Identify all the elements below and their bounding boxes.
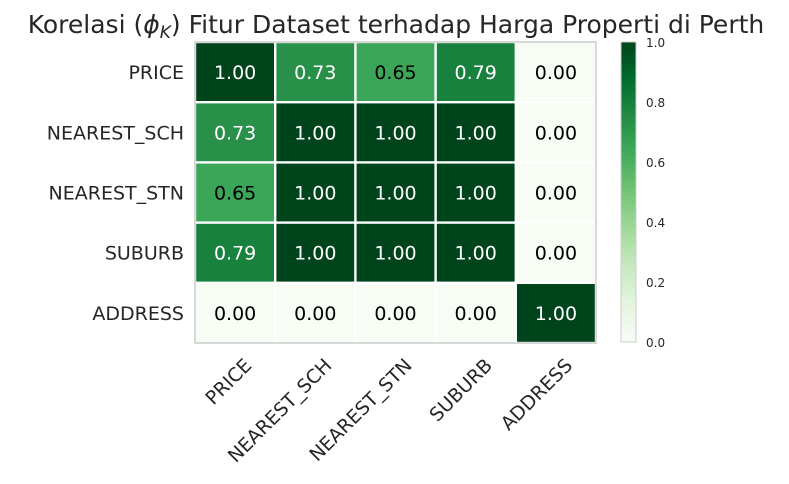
heatmap-cell	[517, 103, 595, 162]
cell-value-label: 0.00	[535, 243, 577, 265]
heatmap-cell	[517, 223, 595, 282]
row-tick-label: PRICE	[128, 62, 184, 84]
cell-value-label: 0.65	[214, 183, 256, 205]
colorbar-tick-label: 0.2	[646, 276, 665, 290]
heatmap-cell	[436, 163, 515, 222]
heatmap-cell	[276, 43, 355, 101]
cell-value-label: 0.79	[214, 243, 256, 265]
cell-value-label: 0.00	[294, 303, 336, 325]
heatmap-cell	[196, 163, 274, 222]
heatmap-cell	[196, 223, 274, 282]
column-tick-label: ADDRESS	[497, 355, 577, 435]
cell-value-label: 1.00	[374, 122, 416, 144]
chart-title: Korelasi (ϕK) Fitur Dataset terhadap Har…	[28, 10, 765, 43]
row-tick-label: NEAREST_STN	[49, 183, 184, 205]
heatmap-cell	[436, 284, 515, 342]
heatmap-cell	[436, 103, 515, 162]
heatmap-cell	[276, 103, 355, 162]
heatmap-cells: 1.00 0.73 0.65 0.79 0.00 0.73 1.00 1.00 1.00 0.00…	[194, 41, 597, 344]
heatmap-cell	[276, 223, 355, 282]
heatmap-cell	[517, 284, 595, 342]
cell-value-label: 0.00	[374, 303, 416, 325]
row-tick-label: ADDRESS	[92, 303, 184, 325]
column-tick-label: SUBURB	[425, 355, 497, 427]
heatmap-cell	[196, 284, 274, 342]
row-tick-label: NEAREST_SCH	[47, 122, 184, 144]
heatmap-cell	[356, 103, 435, 162]
cell-value-label: 0.73	[294, 62, 336, 84]
cell-value-label: 0.00	[535, 62, 577, 84]
heatmap-cell	[356, 223, 435, 282]
cell-value-label: 0.65	[374, 62, 416, 84]
cell-value-label: 1.00	[455, 122, 497, 144]
heatmap-cell	[276, 284, 355, 342]
heatmap-cell	[196, 103, 274, 162]
cell-value-label: 0.73	[214, 122, 256, 144]
column-tick-label: PRICE	[201, 355, 256, 410]
colorbar-tick-label: 0.8	[646, 96, 665, 110]
heatmap-cell	[356, 43, 435, 101]
cell-value-label: 0.79	[455, 62, 497, 84]
cell-value-label: 1.00	[294, 122, 336, 144]
row-tick-label: SUBURB	[105, 243, 184, 265]
colorbar-gradient	[620, 41, 637, 343]
heatmap-cell	[356, 163, 435, 222]
colorbar-tick-label: 0.0	[646, 336, 665, 350]
colorbar-tick-label: 0.6	[646, 156, 665, 170]
cell-value-label: 0.00	[455, 303, 497, 325]
colorbar-tick-label: 0.4	[646, 216, 665, 230]
cell-value-label: 1.00	[535, 303, 577, 325]
cell-value-label: 0.00	[535, 122, 577, 144]
cell-value-label: 1.00	[455, 243, 497, 265]
cell-value-label: 0.00	[214, 303, 256, 325]
cell-value-label: 1.00	[374, 243, 416, 265]
row-labels: PRICE NEAREST_SCH NEAREST_STN SUBURB ADDRESS	[47, 62, 184, 325]
colorbar: 0.0 0.2 0.4 0.6 0.8 1.0	[620, 36, 665, 350]
cell-value-label: 0.00	[535, 183, 577, 205]
cell-value-label: 1.00	[455, 183, 497, 205]
heatmap-cell	[276, 163, 355, 222]
heatmap-cell	[356, 284, 435, 342]
colorbar-tick-label: 1.0	[646, 36, 665, 50]
heatmap-cell	[517, 163, 595, 222]
cell-value-label: 1.00	[374, 183, 416, 205]
cell-value-label: 1.00	[214, 62, 256, 84]
heatmap-cell	[436, 223, 515, 282]
cell-value-label: 1.00	[294, 183, 336, 205]
cell-value-label: 1.00	[294, 243, 336, 265]
heatmap-cell	[436, 43, 515, 101]
heatmap-cell	[196, 43, 274, 101]
heatmap-cell	[517, 43, 595, 101]
